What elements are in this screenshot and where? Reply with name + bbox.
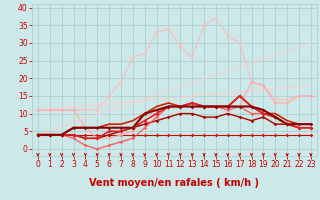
- X-axis label: Vent moyen/en rafales ( km/h ): Vent moyen/en rafales ( km/h ): [89, 178, 260, 188]
